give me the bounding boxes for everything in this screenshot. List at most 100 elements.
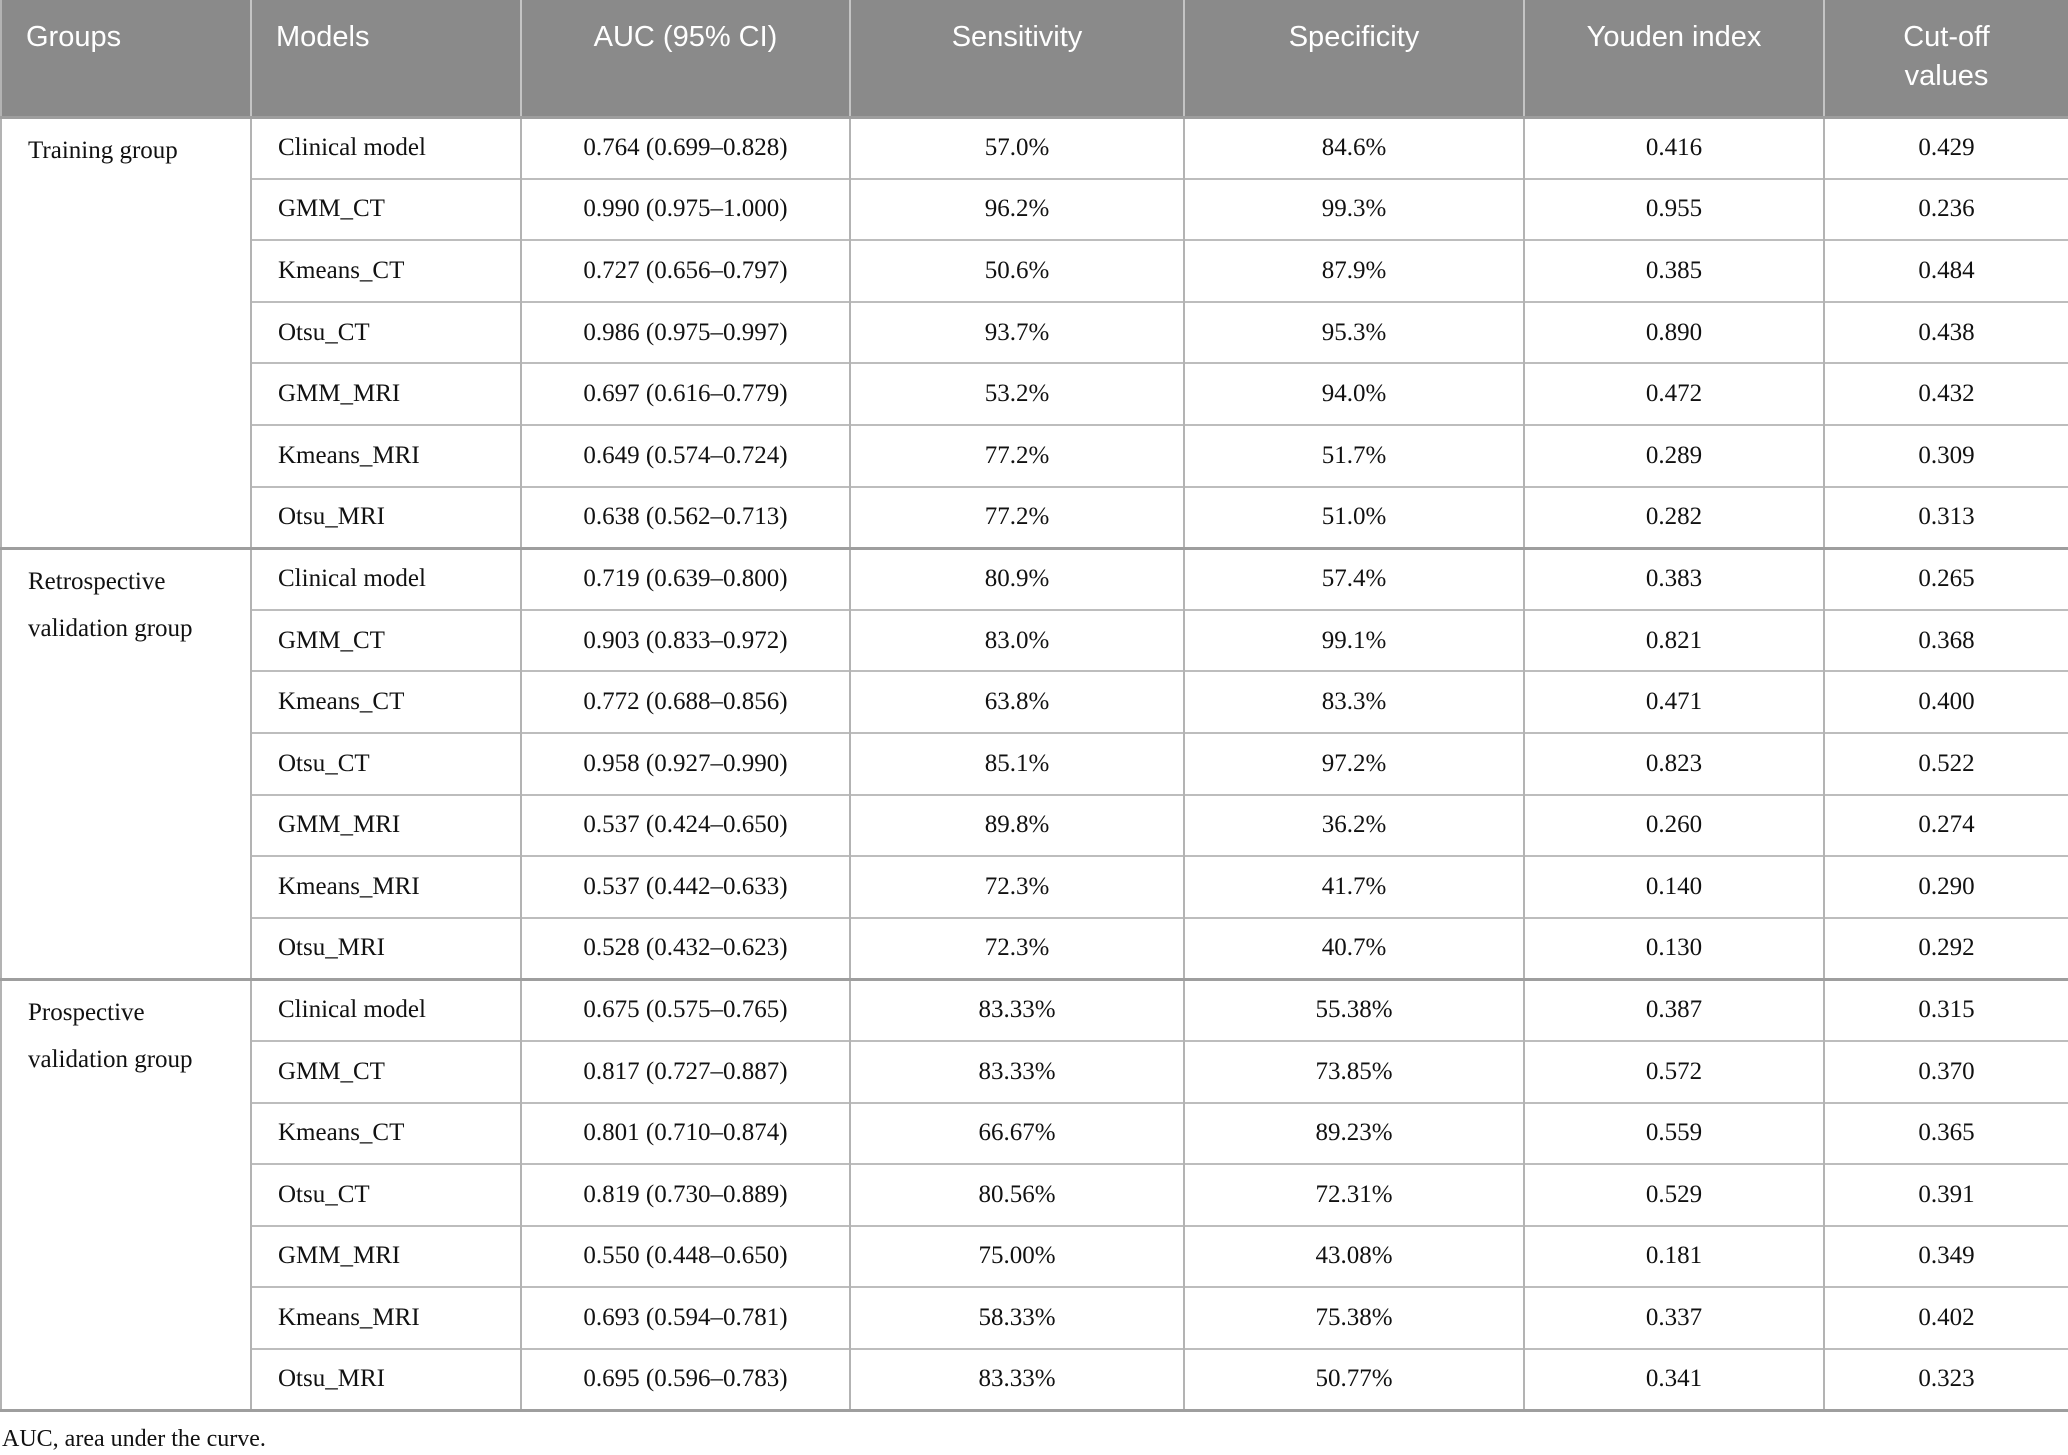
youden-cell: 0.385 — [1524, 239, 1825, 302]
cutoff-cell: 0.290 — [1824, 855, 2068, 918]
specificity-cell: 50.77% — [1184, 1347, 1525, 1411]
table-row: Otsu_MRI 0.638 (0.562–0.713) 77.2% 51.0% 0.2… — [1, 485, 2068, 549]
table-row: GMM_CT 0.903 (0.833–0.972) 83.0% 99.1% 0.821… — [1, 608, 2068, 672]
model-cell: Kmeans_CT — [251, 670, 522, 733]
sensitivity-cell: 63.8% — [850, 670, 1185, 733]
auc-cell: 0.958 (0.927–0.990) — [521, 731, 851, 795]
sensitivity-cell: 85.1% — [850, 731, 1185, 795]
table-row: GMM_MRI 0.550 (0.448–0.650) 75.00% 43.08% 0.… — [1, 1224, 2068, 1288]
model-cell: GMM_MRI — [251, 793, 522, 857]
cutoff-cell: 0.309 — [1824, 423, 2068, 487]
table-row: Otsu_CT 0.986 (0.975–0.997) 93.7% 95.3% 0.89… — [1, 300, 2068, 364]
cutoff-cell: 0.274 — [1824, 793, 2068, 857]
specificity-cell: 99.1% — [1184, 608, 1525, 672]
youden-cell: 0.341 — [1524, 1347, 1825, 1411]
sensitivity-cell: 58.33% — [850, 1286, 1185, 1349]
cutoff-cell: 0.236 — [1824, 177, 2068, 241]
sensitivity-cell: 50.6% — [850, 239, 1185, 302]
specificity-cell: 51.7% — [1184, 423, 1525, 487]
sensitivity-cell: 77.2% — [850, 423, 1185, 487]
specificity-cell: 72.31% — [1184, 1163, 1525, 1226]
table-row: Otsu_MRI 0.528 (0.432–0.623) 72.3% 40.7% 0.1… — [1, 916, 2068, 980]
table-row: GMM_CT 0.817 (0.727–0.887) 83.33% 73.85% 0.5… — [1, 1039, 2068, 1103]
col-header-sensitivity: Sensitivity — [850, 0, 1185, 117]
youden-cell: 0.559 — [1524, 1101, 1825, 1165]
youden-cell: 0.821 — [1524, 608, 1825, 672]
youden-cell: 0.529 — [1524, 1163, 1825, 1226]
specificity-cell: 51.0% — [1184, 485, 1525, 549]
auc-cell: 0.727 (0.656–0.797) — [521, 239, 851, 302]
specificity-cell: 40.7% — [1184, 916, 1525, 980]
youden-cell: 0.472 — [1524, 362, 1825, 425]
specificity-cell: 87.9% — [1184, 239, 1525, 302]
youden-cell: 0.955 — [1524, 177, 1825, 241]
cutoff-cell: 0.292 — [1824, 916, 2068, 980]
cutoff-cell: 0.400 — [1824, 670, 2068, 733]
youden-cell: 0.387 — [1524, 978, 1825, 1041]
sensitivity-cell: 89.8% — [850, 793, 1185, 857]
cutoff-cell: 0.432 — [1824, 362, 2068, 425]
table-row: GMM_MRI 0.697 (0.616–0.779) 53.2% 94.0% 0.47… — [1, 362, 2068, 425]
specificity-cell: 95.3% — [1184, 300, 1525, 364]
specificity-cell: 99.3% — [1184, 177, 1525, 241]
auc-cell: 0.695 (0.596–0.783) — [521, 1347, 851, 1411]
table-row: Otsu_CT 0.958 (0.927–0.990) 85.1% 97.2% 0.82… — [1, 731, 2068, 795]
model-cell: Clinical model — [251, 547, 522, 610]
auc-cell: 0.537 (0.424–0.650) — [521, 793, 851, 857]
group-section-0: Training group Clinical model 0.764 (0.699… — [1, 117, 2068, 549]
table-row: Kmeans_CT 0.727 (0.656–0.797) 50.6% 87.9% 0.… — [1, 239, 2068, 302]
model-cell: GMM_CT — [251, 608, 522, 672]
youden-cell: 0.416 — [1524, 117, 1825, 179]
youden-cell: 0.471 — [1524, 670, 1825, 733]
auc-cell: 0.638 (0.562–0.713) — [521, 485, 851, 549]
model-cell: GMM_CT — [251, 1039, 522, 1103]
specificity-cell: 84.6% — [1184, 117, 1525, 179]
auc-cell: 0.903 (0.833–0.972) — [521, 608, 851, 672]
table-row: Training group Clinical model 0.764 (0.699… — [1, 117, 2068, 549]
sensitivity-cell: 83.0% — [850, 608, 1185, 672]
group-section-1: Retrospective validation group Clinical m… — [1, 547, 2068, 980]
table-row: GMM_CT 0.990 (0.975–1.000) 96.2% 99.3% 0.955… — [1, 177, 2068, 241]
table-row: Kmeans_MRI 0.537 (0.442–0.633) 72.3% 41.7% 0… — [1, 855, 2068, 918]
youden-cell: 0.289 — [1524, 423, 1825, 487]
model-cell: Clinical model — [251, 978, 522, 1041]
model-cell: Otsu_MRI — [251, 485, 522, 549]
model-cell: Otsu_CT — [251, 731, 522, 795]
cutoff-cell: 0.370 — [1824, 1039, 2068, 1103]
cutoff-cell: 0.402 — [1824, 1286, 2068, 1349]
model-cell: GMM_MRI — [251, 362, 522, 425]
sensitivity-cell: 83.33% — [850, 978, 1185, 1041]
auc-cell: 0.693 (0.594–0.781) — [521, 1286, 851, 1349]
youden-cell: 0.383 — [1524, 547, 1825, 610]
specificity-cell: 43.08% — [1184, 1224, 1525, 1288]
auc-cell: 0.986 (0.975–0.997) — [521, 300, 851, 364]
cutoff-cell: 0.391 — [1824, 1163, 2068, 1226]
auc-cell: 0.719 (0.639–0.800) — [521, 547, 851, 610]
table-row: Retrospective validation group Clinical m… — [1, 547, 2068, 980]
table-row: Otsu_CT 0.819 (0.730–0.889) 80.56% 72.31% 0.… — [1, 1163, 2068, 1226]
youden-cell: 0.181 — [1524, 1224, 1825, 1288]
table-row: Kmeans_MRI 0.649 (0.574–0.724) 77.2% 51.7% 0… — [1, 423, 2068, 487]
model-cell: Otsu_CT — [251, 300, 522, 364]
sensitivity-cell: 83.33% — [850, 1039, 1185, 1103]
model-cell: Kmeans_MRI — [251, 1286, 522, 1349]
specificity-cell: 97.2% — [1184, 731, 1525, 795]
youden-cell: 0.337 — [1524, 1286, 1825, 1349]
specificity-cell: 36.2% — [1184, 793, 1525, 857]
model-cell: Otsu_MRI — [251, 1347, 522, 1411]
sensitivity-cell: 96.2% — [850, 177, 1185, 241]
sensitivity-cell: 80.9% — [850, 547, 1185, 610]
cutoff-cell: 0.323 — [1824, 1347, 2068, 1411]
sensitivity-cell: 77.2% — [850, 485, 1185, 549]
cutoff-cell: 0.522 — [1824, 731, 2068, 795]
col-header-specificity: Specificity — [1184, 0, 1525, 117]
sensitivity-cell: 53.2% — [850, 362, 1185, 425]
col-header-cutoff: Cut-off values — [1824, 0, 2068, 117]
model-cell: Kmeans_CT — [251, 1101, 522, 1165]
model-cell: GMM_CT — [251, 177, 522, 241]
youden-cell: 0.572 — [1524, 1039, 1825, 1103]
table-header: Groups Models AUC (95% CI) Sensitivity S… — [1, 0, 2068, 117]
youden-cell: 0.890 — [1524, 300, 1825, 364]
auc-cell: 0.772 (0.688–0.856) — [521, 670, 851, 733]
